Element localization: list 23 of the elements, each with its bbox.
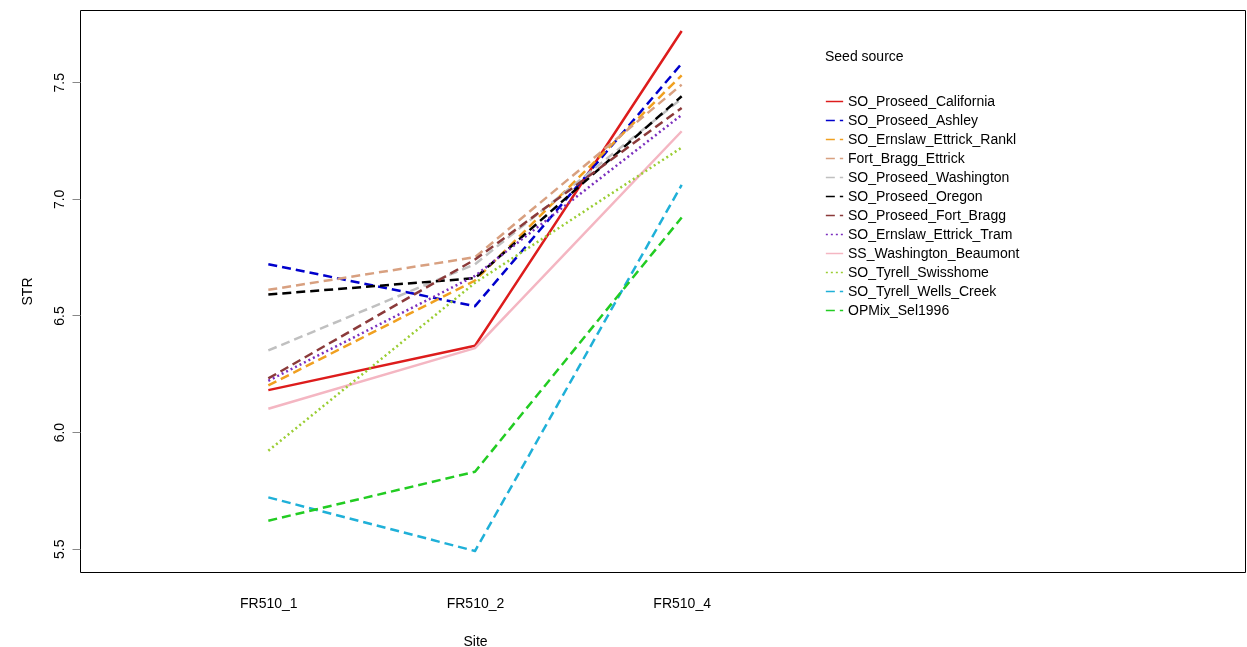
legend-label: SO_Proseed_Oregon (848, 187, 983, 204)
y-axis-title: STR (18, 277, 35, 306)
x-axis-title: Site (463, 632, 488, 647)
x-tick-label: FR510_2 (446, 594, 505, 611)
legend-label: SS_Washington_Beaumont (848, 244, 1020, 261)
legend-label: SO_Tyrell_Wells_Creek (848, 282, 998, 299)
y-tick-label: 7.5 (50, 72, 67, 93)
legend-label: SO_Proseed_Washington (848, 168, 1010, 185)
legend-label: SO_Ernslaw_Ettrick_Rankl (848, 130, 1017, 147)
legend-label: Fort_Bragg_Ettrick (848, 149, 966, 166)
y-tick-label: 7.0 (50, 189, 67, 210)
legend-label: SO_Proseed_Ashley (848, 111, 978, 128)
x-tick-label: FR510_1 (240, 594, 298, 611)
legend-label: OPMix_Sel1996 (848, 301, 950, 318)
legend-label: SO_Ernslaw_Ettrick_Tram (848, 225, 1013, 242)
legend-label: SO_Proseed_California (848, 92, 996, 109)
legend-label: SO_Tyrell_Swisshome (848, 263, 990, 280)
legend-label: SO_Proseed_Fort_Bragg (848, 206, 1006, 223)
y-tick-label: 6.5 (50, 306, 67, 326)
x-tick-label: FR510_4 (653, 594, 712, 611)
y-tick-label: 6.0 (50, 422, 67, 443)
legend-title: Seed source (825, 48, 904, 64)
y-tick-label: 5.5 (50, 539, 67, 559)
